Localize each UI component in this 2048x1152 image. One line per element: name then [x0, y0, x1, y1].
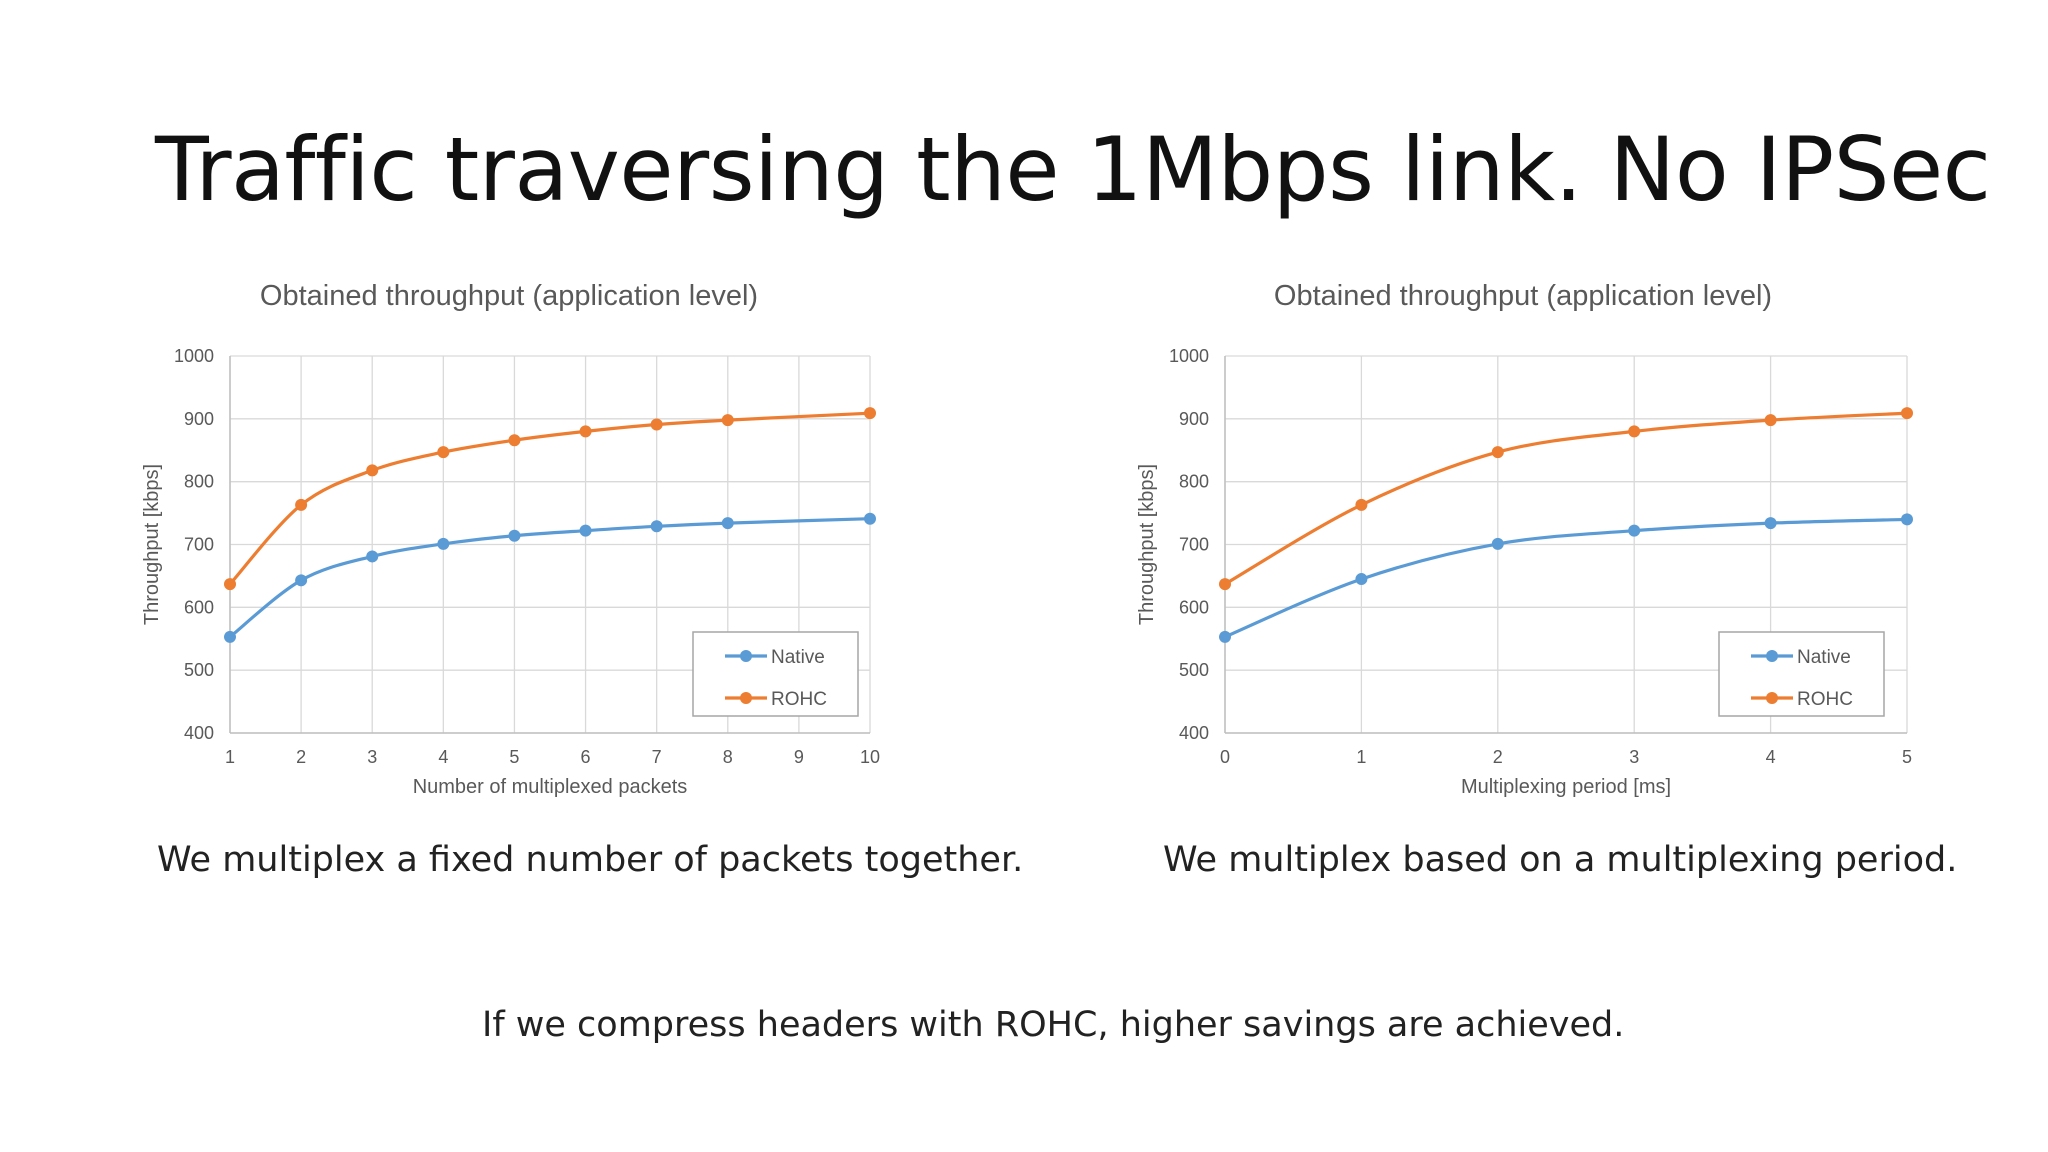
y-tick-label: 600	[184, 597, 214, 617]
y-tick-label: 500	[1179, 660, 1209, 680]
x-tick-label: 2	[296, 747, 306, 767]
data-point-native	[864, 512, 876, 525]
x-tick-label: 5	[1902, 747, 1912, 767]
data-point-native	[295, 574, 308, 587]
series-line-native	[229, 517, 871, 639]
x-tick-label: 5	[509, 747, 519, 767]
data-point-rohc	[1219, 578, 1231, 591]
x-tick-label: 7	[652, 747, 662, 767]
data-point-rohc	[1355, 498, 1368, 511]
data-point-rohc	[864, 407, 876, 420]
chart-title: Obtained throughput (application level)	[1274, 280, 1772, 312]
y-axis-label: Throughput [kbps]	[141, 464, 163, 625]
data-point-native	[1355, 573, 1368, 586]
y-tick-label: 900	[1179, 409, 1209, 429]
legend-box	[692, 631, 859, 717]
chart-title: Obtained throughput (application level)	[260, 280, 758, 312]
series-line-rohc	[228, 411, 871, 586]
y-tick-label: 1000	[1169, 346, 1209, 366]
x-tick-label: 10	[860, 747, 880, 767]
data-point-rohc	[508, 434, 521, 447]
x-tick-label: 4	[438, 747, 448, 767]
data-point-native	[1628, 524, 1641, 537]
y-tick-label: 400	[184, 723, 214, 743]
y-tick-label: 900	[184, 409, 214, 429]
data-point-rohc	[1901, 407, 1913, 420]
y-tick-label: 800	[184, 472, 214, 492]
data-point-rohc	[1491, 446, 1504, 459]
data-point-rohc	[1764, 414, 1777, 427]
data-point-native	[1901, 513, 1913, 526]
data-point-native	[437, 537, 450, 550]
data-point-rohc	[721, 414, 734, 427]
legend-swatch-marker	[740, 650, 752, 662]
caption-left: We multiplex a fixed number of packets t…	[157, 840, 1024, 880]
data-point-native	[1764, 517, 1777, 530]
y-tick-label: 700	[1179, 535, 1209, 555]
y-axis-label: Throughput [kbps]	[1136, 464, 1158, 625]
slide-title: Traffic traversing the 1Mbps link. No IP…	[155, 118, 1991, 221]
y-tick-label: 600	[1179, 597, 1209, 617]
data-point-native	[721, 517, 734, 530]
legend-swatch-marker	[1766, 650, 1778, 662]
x-tick-label: 2	[1493, 747, 1503, 767]
x-tick-label: 9	[794, 747, 804, 767]
legend-label-rohc: ROHC	[1797, 689, 1853, 710]
x-tick-label: 1	[225, 747, 235, 767]
x-axis-label: Number of multiplexed packets	[413, 776, 688, 798]
data-point-rohc	[366, 464, 379, 477]
chart-multiplexing-period: Obtained throughput (application level) 4…	[1136, 280, 1913, 798]
data-point-native	[650, 520, 663, 533]
x-tick-label: 6	[581, 747, 591, 767]
data-point-rohc	[650, 418, 663, 431]
series-line-rohc	[1224, 411, 1908, 586]
y-tick-label: 1000	[174, 346, 214, 366]
data-point-native	[366, 550, 379, 563]
y-tick-label: 800	[1179, 472, 1209, 492]
data-point-rohc	[295, 498, 308, 511]
data-point-rohc	[1628, 425, 1641, 438]
data-point-native	[508, 529, 521, 542]
y-tick-label: 700	[184, 535, 214, 555]
x-tick-label: 1	[1356, 747, 1366, 767]
y-tick-label: 400	[1179, 723, 1209, 743]
legend-label-native: Native	[771, 647, 825, 668]
x-tick-label: 3	[367, 747, 377, 767]
footer-note: If we compress headers with ROHC, higher…	[482, 1005, 1625, 1045]
x-tick-label: 8	[723, 747, 733, 767]
x-tick-label: 0	[1220, 747, 1230, 767]
data-point-rohc	[437, 446, 450, 459]
legend-swatch-marker	[740, 692, 752, 704]
caption-right: We multiplex based on a multiplexing per…	[1163, 840, 1958, 880]
data-point-native	[1219, 630, 1231, 643]
y-tick-label: 500	[184, 660, 214, 680]
chart-fixed-packets: Obtained throughput (application level) 4…	[141, 280, 880, 798]
data-point-native	[224, 630, 236, 643]
x-tick-label: 3	[1629, 747, 1639, 767]
data-point-rohc	[224, 578, 236, 591]
legend-box	[1718, 631, 1885, 717]
series-line-native	[1224, 517, 1908, 639]
data-point-native	[579, 524, 592, 537]
legend-label-native: Native	[1797, 647, 1851, 668]
legend-swatch-marker	[1766, 692, 1778, 704]
data-point-rohc	[579, 425, 592, 438]
legend-label-rohc: ROHC	[771, 689, 827, 710]
x-axis-label: Multiplexing period [ms]	[1461, 776, 1671, 798]
x-tick-label: 4	[1766, 747, 1776, 767]
data-point-native	[1491, 537, 1504, 550]
